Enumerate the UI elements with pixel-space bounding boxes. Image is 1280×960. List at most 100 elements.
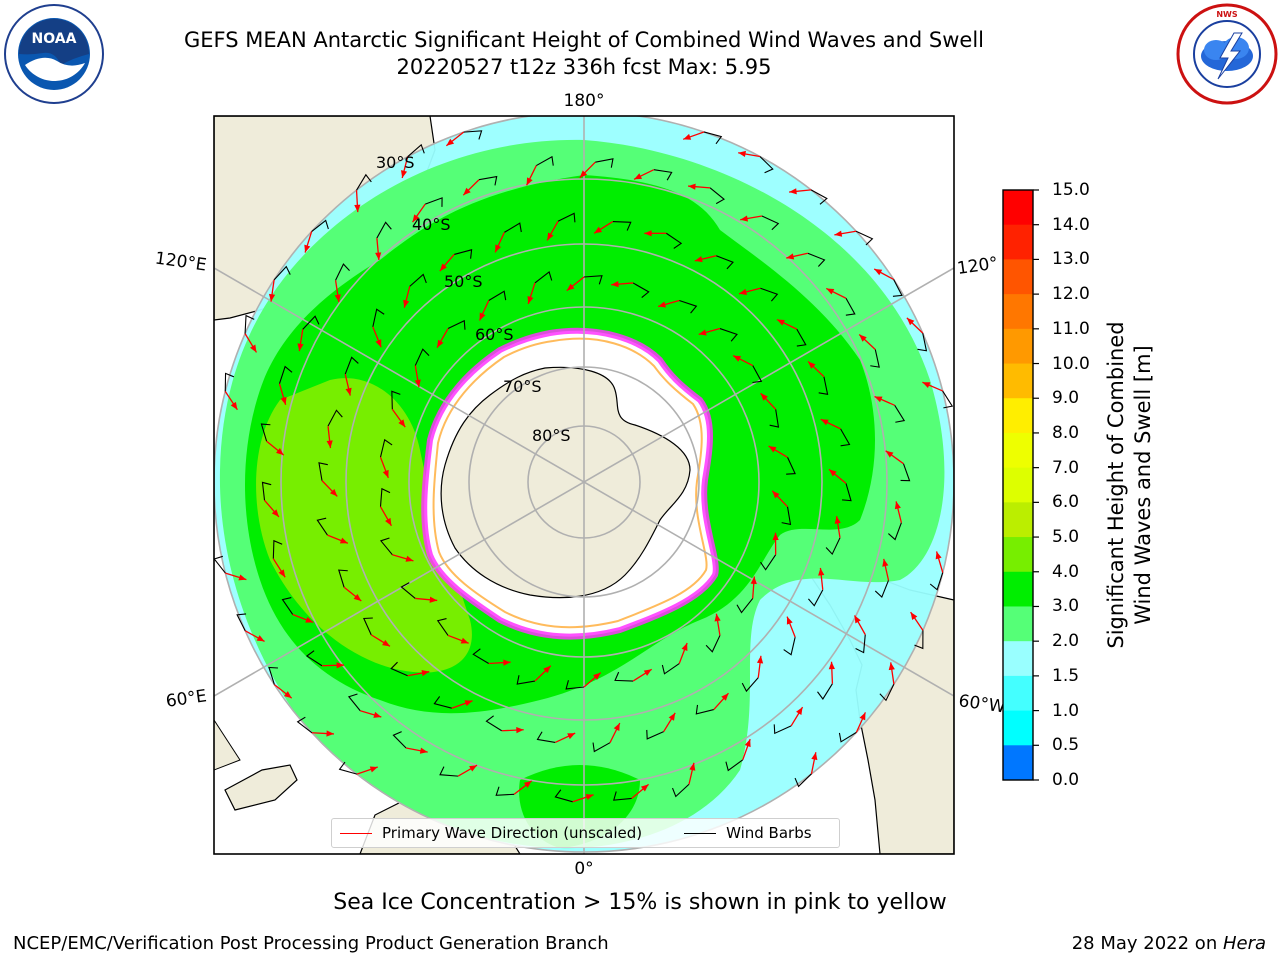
colorbar-tick-label: 8.0 [1052, 422, 1080, 443]
wind-barb [454, 249, 473, 259]
wind-barb [311, 219, 329, 233]
wind-barb [595, 158, 614, 168]
wave-direction-arrowhead [579, 170, 588, 178]
wave-direction-arrowhead [523, 780, 532, 788]
wind-barb [796, 328, 807, 347]
wave-direction-arrowhead [469, 765, 478, 772]
wave-direction-arrowhead [643, 669, 652, 676]
wind-barb [268, 666, 278, 685]
wave-direction-arrowhead [829, 469, 837, 477]
wind-barb [817, 683, 833, 700]
wind-barb [224, 372, 235, 392]
wave-direction-arrowhead [256, 635, 265, 642]
wave-direction-arrowhead [593, 672, 601, 680]
wind-barb [335, 263, 350, 281]
wind-barb [632, 282, 650, 298]
wind-barb [736, 598, 754, 614]
title-line-2: 20220527 t12z 336h fcst Max: 5.95 [396, 55, 772, 79]
wind-barb [773, 724, 792, 735]
wind-barb [244, 314, 255, 334]
wave-direction-arrowhead [694, 256, 703, 263]
wave-direction-arrowhead [834, 516, 841, 524]
wave-direction-arrowhead [460, 637, 469, 644]
wave-direction-arrowhead [326, 440, 333, 449]
wave-direction-arrowhead [373, 711, 382, 718]
lon-label-180: 180° [564, 91, 605, 111]
wind-barb [433, 696, 452, 709]
colorbar-tick-label: 12.0 [1052, 284, 1090, 305]
wind-barb [236, 613, 247, 632]
lat-label-80s: 80°S [532, 426, 571, 445]
legend-swatch-wind-barbs [684, 832, 717, 834]
noaa-logo: NOAA [4, 4, 104, 104]
wave-direction-arrowhead [429, 596, 438, 603]
wind-barb [855, 634, 866, 654]
nws-logo: NWS [1176, 3, 1278, 105]
wave-direction-arrowhead [439, 263, 448, 272]
wave-direction-arrowhead [613, 722, 620, 731]
wave-direction-arrowhead [326, 730, 334, 737]
lon-label-60e: 60°E [165, 686, 208, 711]
wave-direction-arrowhead [750, 576, 757, 585]
wave-direction-arrowhead [526, 177, 533, 186]
colorbar-tick-label: 13.0 [1052, 249, 1090, 270]
colorbar-title-line-1: Significant Height of Combined [1104, 321, 1128, 649]
legend-label-wave-direction: Primary Wave Direction (unscaled) [382, 824, 643, 842]
wave-direction-arrowhead [463, 187, 471, 196]
colorbar-segment [1003, 537, 1033, 573]
wave-direction-arrowhead [874, 396, 883, 403]
wind-barb [703, 131, 723, 145]
wind-barb [614, 671, 634, 682]
wind-barb [840, 428, 851, 447]
colorbar-title: Significant Height of Combined Wind Wave… [1103, 275, 1157, 695]
wind-barb [439, 766, 459, 777]
wave-direction-arrowhead [516, 726, 524, 734]
wave-direction-arrowhead [268, 293, 276, 302]
wind-barb [463, 130, 483, 140]
meridian-120e-60w [214, 267, 954, 697]
wave-direction-arrowhead [382, 639, 391, 647]
wind-barb [870, 349, 880, 368]
wind-barb [488, 290, 507, 301]
footer-host: Hera [1222, 933, 1266, 954]
wind-barb [794, 773, 812, 788]
wave-direction-arrowhead [249, 344, 257, 353]
wind-barb [874, 580, 890, 599]
wave-direction-arrowhead [375, 252, 382, 260]
wave-direction-arrowhead [683, 133, 692, 140]
wind-barb [536, 155, 554, 167]
wave-direction-arrowhead [382, 469, 389, 478]
legend-label-wind-barbs: Wind Barbs [726, 824, 812, 842]
wind-barb [565, 680, 585, 690]
wave-direction-arrowhead [681, 642, 688, 651]
wind-barb [783, 636, 796, 656]
wind-barb [705, 635, 721, 653]
wind-barb [554, 789, 573, 803]
wind-barb [557, 212, 576, 223]
wind-barb [407, 143, 425, 158]
colorbar-segment [1003, 641, 1033, 677]
colorbar-segment [1003, 710, 1033, 746]
wave-direction-arrowhead [818, 567, 825, 576]
wave-direction-arrowhead [922, 382, 931, 389]
lat-labels: 30°S 40°S 50°S 60°S 70°S 80°S [376, 153, 571, 445]
wave-direction-arrowhead [238, 574, 247, 581]
wave-direction-arrowhead [721, 693, 729, 701]
wind-barb [879, 683, 895, 702]
wave-direction-arrowhead [820, 419, 829, 426]
colorbar-segment [1003, 606, 1033, 642]
wind-barb [894, 405, 906, 423]
wave-direction-arrowhead [479, 312, 486, 321]
lat-label-50s: 50°S [444, 272, 483, 291]
wave-direction-arrowhead [786, 616, 793, 625]
wave-direction-arrowhead [278, 569, 286, 578]
land-antarctica [440, 366, 691, 599]
wave-direction-arrowhead [280, 396, 287, 405]
wind-barb [363, 617, 373, 636]
wave-direction-arrowhead [885, 450, 894, 458]
wind-barb [372, 308, 385, 328]
wind-barb [942, 390, 954, 409]
colorbar-tick-label: 7.0 [1052, 457, 1080, 478]
wind-barb [344, 356, 359, 375]
